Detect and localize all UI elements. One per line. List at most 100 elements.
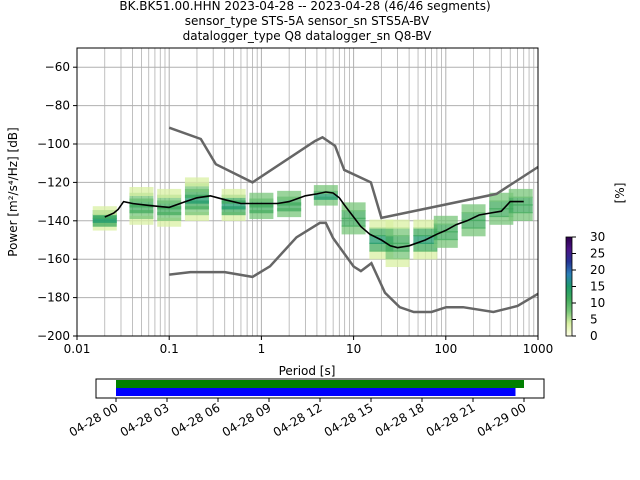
- coverage-bar: [116, 388, 516, 396]
- psd-cell: [385, 227, 410, 237]
- ppsd-plot: 0.01 0.1 1 10 100 1000 −200 −180 −160 −140 −120 −1…: [6, 47, 554, 378]
- x-tick-label: 100: [434, 342, 457, 356]
- psd-cell: [313, 185, 338, 195]
- y-tick-label: −200: [37, 329, 70, 343]
- y-tick-label: −60: [45, 60, 70, 74]
- colorbar: 0 5 10 15 20 25 30 [%]: [565, 183, 627, 343]
- colorbar-tick-label: 0: [590, 329, 598, 343]
- psd-cell: [157, 194, 182, 204]
- psd-cell: [313, 190, 338, 200]
- psd-cell: [385, 219, 410, 229]
- psd-cell: [221, 200, 246, 210]
- y-tick-label: −140: [37, 214, 70, 228]
- psd-cell: [341, 217, 366, 227]
- psd-cell: [157, 200, 182, 210]
- psd-cell: [385, 235, 410, 244]
- psd-cell: [129, 204, 154, 214]
- title-line-1: BK.BK51.00.HHN 2023-04-28 -- 2023-04-28 …: [119, 0, 490, 13]
- psd-cell: [369, 250, 394, 260]
- colorbar-tick-label: 5: [590, 313, 598, 327]
- psd-cell: [341, 210, 366, 220]
- psd-cell: [277, 202, 302, 212]
- psd-cell: [249, 204, 274, 214]
- psd-cell: [184, 200, 209, 210]
- colorbar-tick-label: 25: [590, 247, 605, 261]
- y-tick-label: −80: [45, 99, 70, 113]
- mean-curve: [104, 191, 524, 249]
- psd-cell: [413, 219, 438, 229]
- psd-cell: [184, 194, 209, 204]
- psd-cell: [184, 206, 209, 216]
- psd-cell: [221, 188, 246, 198]
- psd-cell: [369, 219, 394, 229]
- colorbar-label: [%]: [613, 183, 627, 204]
- psd-cell: [461, 219, 486, 229]
- psd-cell: [277, 208, 302, 218]
- colorbar-tick-label: 10: [590, 296, 605, 310]
- title-line-3: datalogger_type Q8 datalogger_sn Q8-BV: [183, 29, 433, 43]
- psd-cell: [129, 198, 154, 208]
- y-tick-label: −160: [37, 252, 70, 266]
- psd-cell: [184, 177, 209, 187]
- noise-models: [168, 126, 539, 314]
- psd-cell: [413, 250, 438, 260]
- psd-cell: [508, 211, 533, 221]
- noise-model-high: [168, 126, 539, 220]
- mean-psd-line: [104, 191, 524, 249]
- psd-cell: [489, 200, 514, 210]
- psd-cell: [184, 211, 209, 221]
- psd-cell: [129, 210, 154, 220]
- psd-cell: [508, 188, 533, 198]
- coverage-bar: [116, 380, 524, 388]
- x-tick-label: 1: [258, 342, 266, 356]
- psd-cell: [221, 211, 246, 221]
- chart-title: BK.BK51.00.HHN 2023-04-28 -- 2023-04-28 …: [119, 0, 490, 43]
- psd-cell: [157, 206, 182, 216]
- psd-cell: [369, 227, 394, 237]
- noise-model-low: [169, 221, 539, 314]
- psd-cell: [341, 202, 366, 212]
- x-tick-label: 0.01: [64, 342, 91, 356]
- colorbar-gradient: [565, 236, 573, 337]
- plot-area: [77, 48, 538, 336]
- psd-cell: [461, 211, 486, 221]
- psd-cell: [129, 187, 154, 196]
- x-tick-label: 1000: [523, 342, 554, 356]
- psd-cell: [461, 204, 486, 214]
- colorbar-tick-label: 30: [590, 230, 605, 244]
- psd-cell: [413, 227, 438, 237]
- psd-cell: [341, 225, 366, 235]
- psd-cell: [433, 215, 458, 225]
- psd-cell: [385, 250, 410, 260]
- psd-cell: [433, 223, 458, 233]
- psd-cell: [508, 204, 533, 214]
- psd-cell: [461, 227, 486, 237]
- x-tick-label: 10: [346, 342, 361, 356]
- psd-cell: [489, 208, 514, 218]
- plot-frame: [76, 47, 539, 337]
- psd-cell: [184, 183, 209, 193]
- psd-cell: [385, 258, 410, 268]
- psd-cell: [489, 192, 514, 202]
- psd-cell: [277, 190, 302, 200]
- title-line-2: sensor_type STS-5A sensor_sn STS5A-BV: [185, 14, 430, 28]
- psd-cell: [369, 242, 394, 252]
- psd-cell: [249, 192, 274, 202]
- x-tick-label: 0.1: [160, 342, 179, 356]
- psd-cell: [221, 206, 246, 216]
- psd-cell: [129, 192, 154, 202]
- psd-cell: [221, 194, 246, 204]
- coverage-bars: [116, 380, 524, 396]
- colorbar-tick-label: 15: [590, 280, 605, 294]
- psd-cell: [92, 206, 117, 216]
- colorbar-tick-label: 20: [590, 263, 605, 277]
- y-tick-label: −180: [37, 291, 70, 305]
- colorbar-ticks: 0 5 10 15 20 25 30: [572, 230, 605, 343]
- y-axis-label: Power [m²/s⁴/Hz] [dB]: [6, 127, 20, 256]
- x-axis-ticks: 0.01 0.1 1 10 100 1000: [64, 336, 554, 356]
- psd-cell: [157, 217, 182, 227]
- psd-cell: [489, 215, 514, 225]
- psd-cell: [433, 231, 458, 241]
- x-axis-label: Period [s]: [279, 364, 336, 378]
